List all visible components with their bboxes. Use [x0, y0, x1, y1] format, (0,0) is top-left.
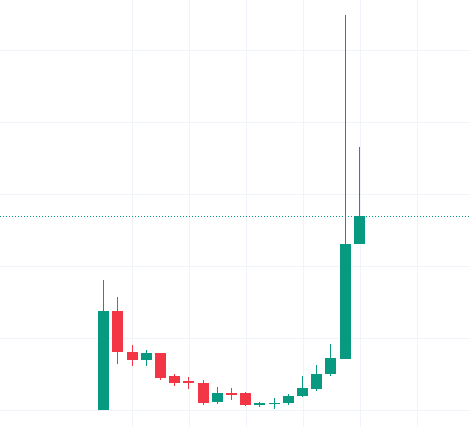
candle-body — [240, 393, 251, 405]
candle-body — [169, 376, 180, 383]
candle-body — [283, 396, 294, 403]
candle-body — [325, 358, 336, 374]
candle-body — [269, 403, 280, 404]
vertical-grid — [132, 0, 418, 427]
candle-body — [311, 374, 322, 389]
candle-body — [297, 388, 308, 396]
candle-body — [183, 381, 194, 383]
candle-body — [198, 383, 209, 403]
candle-body — [155, 353, 166, 378]
candle-body — [98, 311, 109, 410]
candle-body — [127, 352, 138, 360]
candle-body — [254, 403, 265, 405]
candle-body — [340, 244, 351, 359]
candle-body — [354, 216, 365, 244]
candle-body — [212, 393, 223, 402]
candle-body — [226, 393, 237, 395]
candle-body — [112, 311, 123, 352]
candle-body — [141, 353, 152, 360]
